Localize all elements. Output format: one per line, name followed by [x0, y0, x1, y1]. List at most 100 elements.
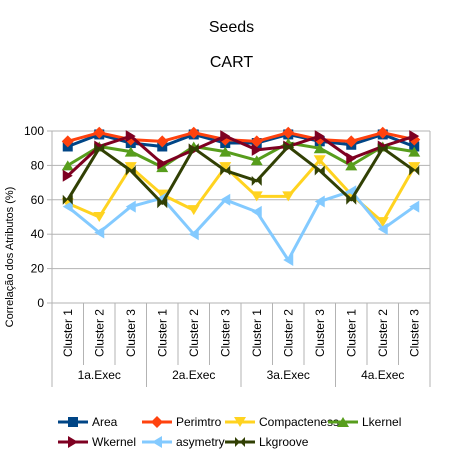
data-point-perimtro [156, 135, 169, 148]
chart-title: Seeds [208, 19, 255, 36]
data-point-asymetry [188, 228, 199, 241]
data-point-perimtro [250, 135, 263, 148]
data-point-lkernel [156, 162, 169, 173]
y-tick-label: 100 [24, 124, 44, 138]
data-point-area [409, 141, 420, 152]
data-point-lkernel [250, 155, 263, 166]
data-point-perimtro [61, 135, 74, 148]
y-tick-label: 40 [31, 227, 45, 241]
legend-item-compacteness: Compacteness [225, 415, 339, 429]
data-point-wkernel [314, 130, 325, 143]
x-group-label: 4a.Exec [361, 368, 404, 382]
x-category-label: Cluster 1 [61, 309, 75, 357]
data-point-compacteness [156, 189, 169, 200]
data-point-asymetry [377, 223, 388, 236]
y-axis-label: Correlação dos Atributos (%) [4, 187, 16, 328]
data-point-lkernel [345, 160, 358, 171]
series-line-lkgroove [66, 144, 416, 205]
legend-label: Lkernel [362, 415, 401, 429]
legend-label: Wkernel [92, 435, 136, 449]
data-point-lkgroove [220, 165, 231, 176]
data-point-compacteness [313, 155, 326, 166]
data-point-lkgroove [62, 194, 73, 205]
x-group-label: 1a.Exec [78, 368, 121, 382]
data-point-perimtro [282, 126, 295, 139]
data-point-lkgroove [409, 165, 420, 176]
data-point-lkgroove [125, 165, 136, 176]
data-point-lkgroove [314, 165, 325, 176]
legend-label: Area [92, 415, 118, 429]
data-point-wkernel [346, 152, 357, 165]
legend-label: Compacteness [259, 415, 339, 429]
data-point-asymetry [409, 200, 420, 213]
data-point-lkernel [61, 160, 74, 171]
data-point-perimtro [376, 126, 389, 139]
series-line-compacteness [67, 158, 416, 224]
series-line-wkernel [66, 134, 415, 177]
data-point-lkernel [124, 146, 137, 157]
legend-item-lkgroove: Lkgroove [225, 435, 309, 449]
data-point-wkernel [62, 169, 73, 182]
legend-item-wkernel: Wkernel [58, 435, 136, 449]
x-category-label: Cluster 3 [124, 309, 138, 357]
data-point-wkernel [220, 130, 231, 143]
data-point-compacteness [250, 191, 263, 202]
series-lkgroove [62, 141, 420, 209]
y-tick-label: 0 [37, 296, 44, 310]
x-category-label: Cluster 3 [407, 309, 421, 357]
data-point-compacteness [124, 162, 137, 173]
data-point-compacteness [187, 205, 200, 216]
legend-item-area: Area [58, 415, 118, 429]
x-category-label: Cluster 1 [155, 309, 169, 357]
x-category-label: Cluster 3 [218, 309, 232, 357]
data-point-perimtro [345, 135, 358, 148]
data-point-perimtro [93, 126, 106, 139]
data-point-lkernel [219, 146, 232, 157]
legend-item-perimtro: Perimtro [142, 415, 222, 429]
data-point-wkernel [125, 130, 136, 143]
x-category-label: Cluster 3 [313, 309, 327, 357]
series-wkernel [62, 130, 420, 182]
axes: 0 20 40 60 80 100 Cluster 1 Cluster 2 Cluster 3 C… [4, 124, 431, 387]
data-point-asymetry [125, 200, 136, 213]
data-point-perimtro [187, 126, 200, 139]
legend-marker [151, 416, 163, 428]
data-point-compacteness [408, 162, 421, 173]
data-point-lkgroove [94, 143, 105, 154]
legend-marker [68, 417, 78, 427]
legend-label: Perimtro [176, 415, 222, 429]
data-point-wkernel [409, 130, 420, 143]
data-point-compacteness [219, 162, 232, 173]
data-point-lkgroove [188, 143, 199, 154]
data-point-wkernel [157, 157, 168, 170]
y-tick-label: 80 [31, 158, 45, 172]
series-line-lkernel [66, 141, 415, 169]
series-line-asymetry [66, 189, 416, 262]
data-point-compacteness [376, 217, 389, 228]
data-point-asymetry [283, 254, 294, 266]
series-layer [61, 126, 421, 266]
data-point-lkernel [408, 146, 421, 157]
legend-marker [234, 417, 246, 427]
x-category-label: Cluster 1 [344, 309, 358, 357]
legend-marker [235, 437, 245, 447]
data-point-asymetry [314, 195, 325, 208]
data-point-asymetry [220, 193, 231, 206]
x-group-label: 2a.Exec [172, 368, 215, 382]
data-point-lkgroove [377, 143, 388, 154]
data-point-lkgroove [283, 141, 294, 152]
data-point-lkgroove [251, 175, 262, 186]
legend-marker [337, 417, 349, 427]
legend-label: Lkgroove [259, 435, 309, 449]
series-asymetry [62, 185, 420, 266]
y-tick-label: 20 [31, 262, 45, 276]
data-point-asymetry [62, 200, 73, 213]
legend-label: asymetry [176, 435, 225, 449]
legend-item-lkernel: Lkernel [328, 415, 401, 429]
x-category-label: Cluster 2 [187, 309, 201, 357]
data-point-compacteness [93, 212, 106, 222]
x-category-label: Cluster 2 [92, 309, 106, 357]
y-tick-label: 60 [31, 193, 45, 207]
legend-marker [152, 436, 162, 448]
